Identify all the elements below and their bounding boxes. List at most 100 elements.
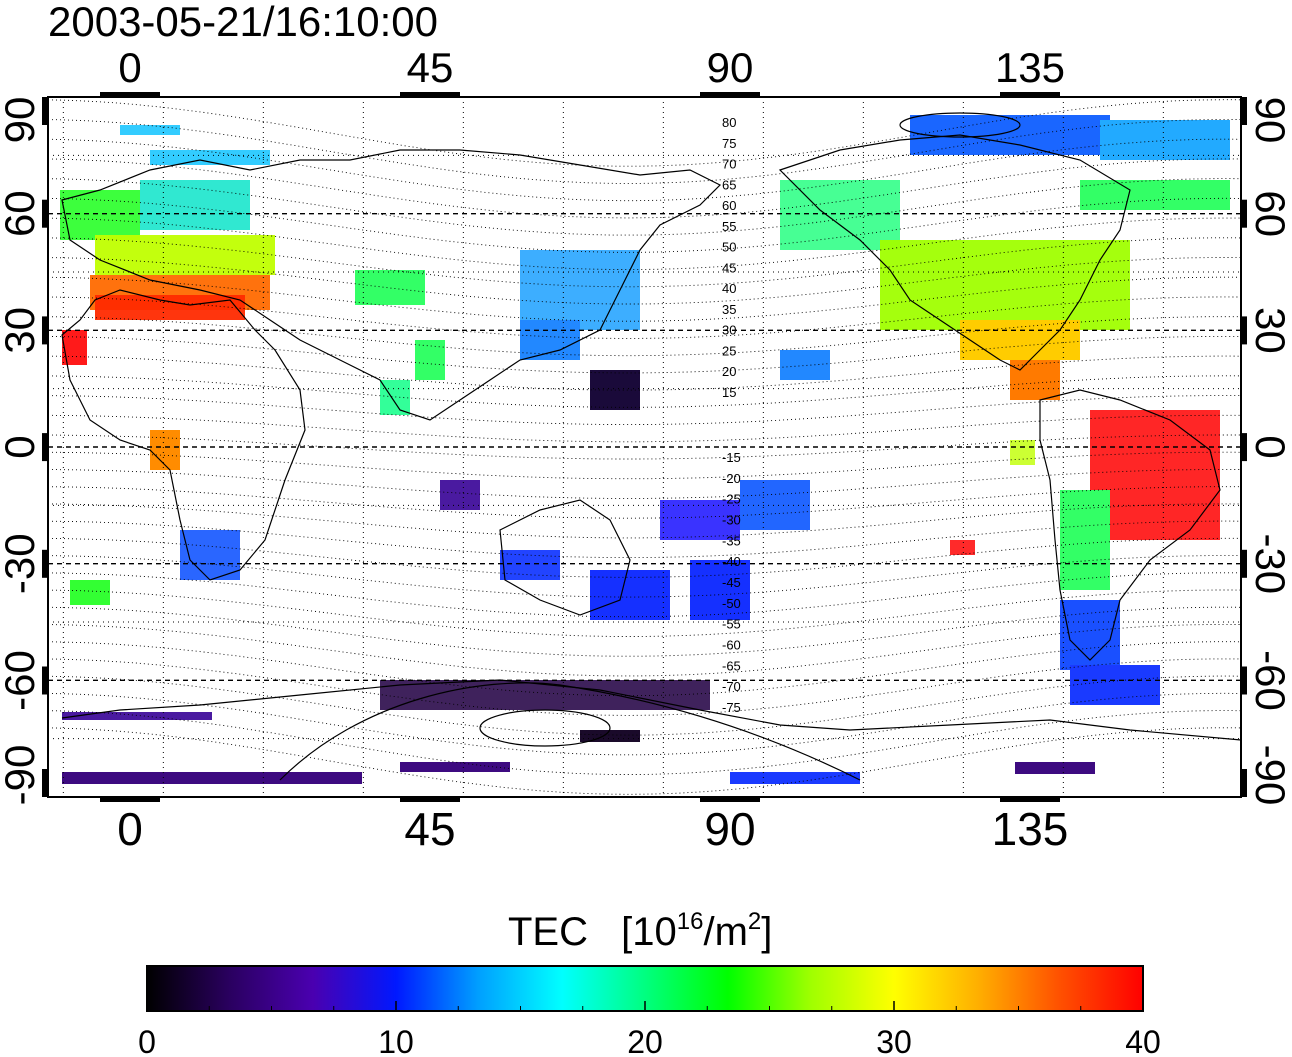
contour-label: 55 [722,219,736,234]
lon-tick-mark-bottom [1000,797,1060,802]
contour-label: -70 [722,679,741,694]
latitude-ticks-right: 90 60 30 0 -30 -60 -90 [1241,97,1292,806]
lat-tick-mark-right [1241,549,1247,578]
lat-tick-label-right: 90 [1247,97,1292,144]
contour-label: 65 [722,177,736,192]
colorbar-tick-label: 30 [876,1024,912,1057]
contour-label: -50 [722,596,741,611]
lat-tick-label-left: -30 [0,533,43,594]
contour-label: 40 [722,281,736,296]
contour-label: -60 [722,638,741,653]
lat-tick-label-right: 60 [1247,190,1292,237]
contour-line [47,468,1240,499]
lon-tick-label-bottom: 45 [404,803,455,855]
lat-tick-label-right: -30 [1247,533,1292,594]
contour-label: 50 [722,240,736,255]
contour-line [47,296,1240,339]
colorbar-unit-exp: 16 [677,908,704,935]
longitude-ticks-top: 04590135180-135-90-45 [100,44,1065,97]
colorbar-tick-label: 40 [1125,1024,1161,1057]
latitude-ticks-left: 90 60 30 0 -30 -60 -90 [0,97,48,806]
contour-label: 15 [722,385,736,400]
contour-label: 35 [722,302,736,317]
contour-label: -15 [722,450,741,465]
contour-label: -45 [722,575,741,590]
contour-label: 80 [722,115,736,130]
svg-text:TEC [1016/m2]: TEC [1016/m2] [508,908,772,954]
contour-line [47,414,1240,443]
lat-tick-label-right: -60 [1247,650,1292,711]
lat-tick-mark-left [42,433,48,462]
lon-tick-mark-bottom [400,797,460,802]
tec-data-patches [60,115,1230,784]
contour-line [47,692,1240,756]
lon-tick-label-bottom: 90 [704,803,755,855]
contour-label: -65 [722,658,741,673]
lat-tick-mark-right [1241,97,1247,125]
contour-label: -55 [722,617,741,632]
colorbar-unit-exp2: 2 [748,908,761,935]
contour-label: -25 [722,492,741,507]
lon-tick-label-top: 0 [118,44,141,91]
contour-line [47,710,1241,775]
contour-label: 30 [722,323,736,338]
lat-tick-mark-left [42,316,48,345]
lat-tick-label-left: -60 [0,650,43,711]
contour-line [47,99,1241,167]
contour-line [47,434,1240,460]
contour-line [47,727,1241,795]
contour-label: 75 [722,136,736,151]
lat-tick-mark-left [42,199,48,228]
contour-label: -30 [722,513,741,528]
contour-line [48,451,1241,480]
contour-line [47,316,1240,357]
contour-line [47,537,1241,578]
lat-tick-label-left: 0 [0,435,43,458]
lon-tick-mark-top [1000,92,1060,97]
lon-tick-mark-top [400,92,460,97]
lat-tick-mark-left [42,666,48,695]
lat-tick-mark-right [1241,666,1247,695]
colorbar-unit-base: 10 [632,910,677,954]
map-area: 80 75 70 65 60 55 50 45 40 35 30 25 20 15 -15 -20 -25 -30… [47,96,1242,798]
lat-tick-label-left: 90 [0,97,43,144]
lat-tick-mark-left [42,97,48,125]
lon-tick-mark-bottom [700,797,760,802]
contour-label: -35 [722,533,741,548]
lat-tick-mark-right [1241,199,1247,228]
colorbar-tick-label: 0 [138,1024,156,1057]
plot-title: 2003-05-21/16:10:00 [48,0,438,45]
lat-tick-label-left: 60 [0,190,43,237]
lat-tick-label-left: 30 [0,307,43,354]
contour-label: 20 [722,364,736,379]
lon-tick-mark-bottom [100,797,160,802]
contour-label: 70 [722,157,736,172]
lat-tick-mark-left [42,769,48,797]
lat-tick-mark-right [1241,433,1247,462]
colorbar-tick-label: 20 [627,1024,663,1057]
contour-label: -75 [722,700,741,715]
contour-line [47,555,1240,598]
contour-line [47,118,1240,184]
lon-tick-label-top: 90 [707,44,754,91]
contour-labels: 80 75 70 65 60 55 50 45 40 35 30 25 20 15 -15 -20 -25 -30… [722,115,741,715]
contour-line [47,138,1241,202]
lon-tick-mark-top [700,92,760,97]
contour-label: 25 [722,344,736,359]
magnetic-latitude-contours [47,99,1241,795]
contour-line [47,395,1240,426]
contour-label: 45 [722,260,736,275]
lat-tick-label-right: 30 [1247,307,1292,354]
colorbar-title-text: TEC [508,910,588,954]
contour-label: -40 [722,554,741,569]
colorbar-ticks: 0 10 20 30 40 [138,1001,1161,1057]
colorbar-title: TEC [1016/m2] [508,908,772,954]
lat-tick-label-right: -90 [1247,745,1292,806]
lon-tick-mark-top [100,92,160,97]
lat-tick-mark-right [1241,316,1247,345]
lat-tick-label-left: -90 [0,745,43,806]
lon-tick-label-top: 135 [995,44,1065,91]
lat-tick-mark-left [42,549,48,578]
lon-tick-label-bottom: 135 [992,803,1069,855]
